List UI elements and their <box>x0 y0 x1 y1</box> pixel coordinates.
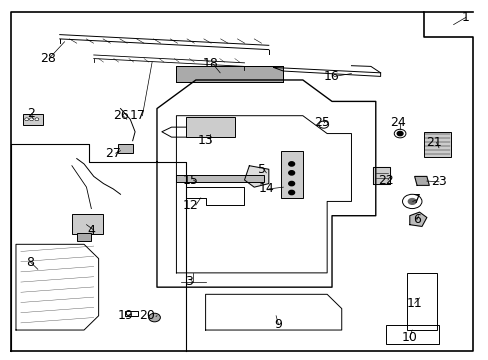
Text: 19: 19 <box>117 309 133 322</box>
Text: 9: 9 <box>274 318 282 331</box>
Bar <box>118 144 132 153</box>
Circle shape <box>35 118 39 121</box>
Text: 1: 1 <box>461 11 468 24</box>
Bar <box>176 66 283 82</box>
Text: 24: 24 <box>389 116 405 129</box>
Polygon shape <box>414 176 428 185</box>
Text: 22: 22 <box>377 174 392 186</box>
Bar <box>407 273 436 330</box>
Text: 10: 10 <box>401 331 417 344</box>
Bar <box>125 311 137 316</box>
Text: 17: 17 <box>129 109 145 122</box>
Bar <box>77 233 91 241</box>
Bar <box>176 175 264 182</box>
Bar <box>186 117 234 137</box>
Circle shape <box>30 118 33 121</box>
Bar <box>281 152 302 198</box>
Text: 28: 28 <box>40 52 56 65</box>
Text: 18: 18 <box>202 57 218 71</box>
Text: 20: 20 <box>139 309 155 322</box>
Bar <box>23 114 42 125</box>
Text: 8: 8 <box>26 256 35 269</box>
Text: 11: 11 <box>406 297 422 310</box>
Bar <box>424 132 450 157</box>
Circle shape <box>25 118 29 121</box>
Bar <box>176 66 283 82</box>
Text: 15: 15 <box>183 174 199 186</box>
Circle shape <box>288 171 294 175</box>
Text: 23: 23 <box>430 175 446 188</box>
Circle shape <box>148 313 160 322</box>
Text: 7: 7 <box>412 193 420 206</box>
Text: 27: 27 <box>105 147 121 160</box>
Text: 26: 26 <box>112 109 128 122</box>
Circle shape <box>288 181 294 186</box>
Text: 21: 21 <box>426 136 441 149</box>
Text: 6: 6 <box>412 213 420 226</box>
Circle shape <box>407 199 415 204</box>
Text: 25: 25 <box>314 116 329 129</box>
Text: 2: 2 <box>27 107 36 120</box>
Text: 12: 12 <box>183 198 199 212</box>
Polygon shape <box>244 166 268 187</box>
Text: 5: 5 <box>257 163 265 176</box>
Bar <box>385 325 438 344</box>
Circle shape <box>288 190 294 195</box>
Polygon shape <box>409 212 426 226</box>
Polygon shape <box>372 167 389 184</box>
Text: 4: 4 <box>87 224 95 237</box>
Circle shape <box>396 131 402 136</box>
Bar <box>72 214 103 234</box>
Text: 16: 16 <box>324 70 339 83</box>
Text: 14: 14 <box>258 183 274 195</box>
Text: 13: 13 <box>197 134 213 147</box>
Text: 3: 3 <box>184 275 192 288</box>
Circle shape <box>288 162 294 166</box>
